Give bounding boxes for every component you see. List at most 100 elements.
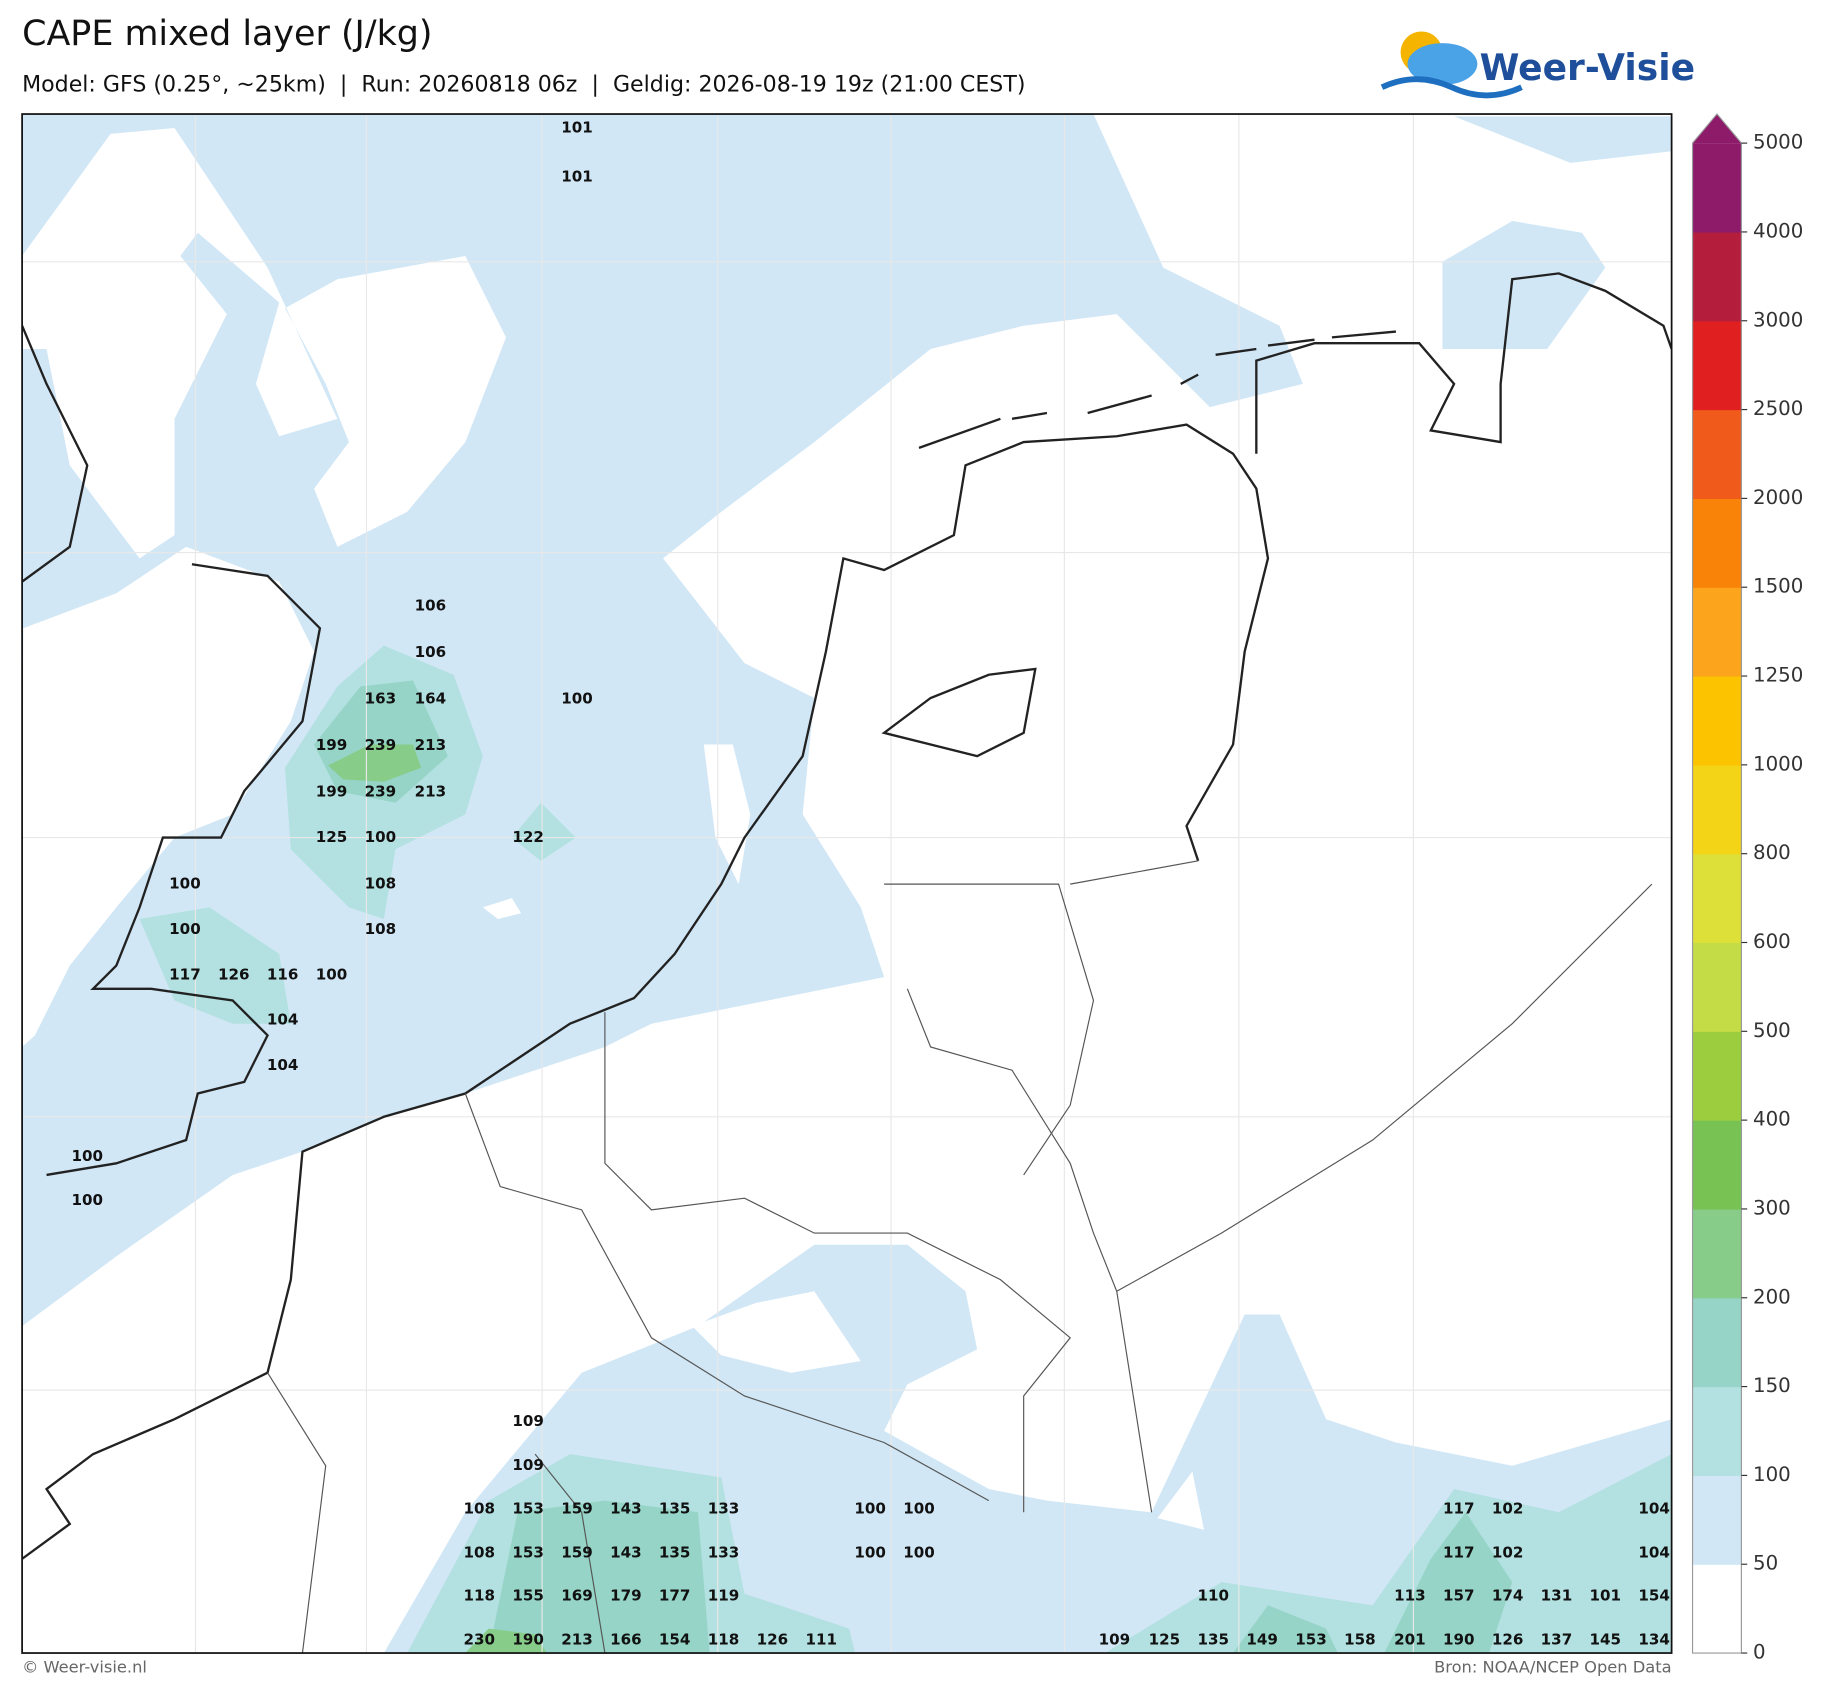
- cape-label: 119: [708, 1587, 740, 1605]
- cape-label: 117: [169, 965, 201, 983]
- cape-label: 104: [1638, 1544, 1670, 1562]
- cape-label: 137: [1541, 1631, 1573, 1649]
- cape-label: 134: [1638, 1631, 1670, 1649]
- colorbar-segment: [1692, 320, 1742, 411]
- colorbar-segment: [1692, 942, 1742, 1032]
- cape-label: 100: [854, 1544, 886, 1562]
- cape-label: 118: [708, 1631, 740, 1649]
- colorbar-segment: [1692, 1564, 1742, 1654]
- cape-label: 155: [512, 1587, 544, 1605]
- cape-label: 108: [365, 875, 397, 893]
- footer-left: © Weer-visie.nl: [22, 1658, 147, 1677]
- colorbar-tick-label: 500: [1753, 1019, 1791, 1042]
- cape-label: 106: [415, 597, 447, 615]
- cape-label: 154: [659, 1631, 691, 1649]
- colorbar-tick-label: 200: [1753, 1285, 1791, 1308]
- cape-label: 164: [415, 690, 447, 708]
- cape-label: 153: [1295, 1631, 1327, 1649]
- cape-label: 166: [610, 1631, 642, 1649]
- cape-label: 117: [1443, 1544, 1475, 1562]
- colorbar-segment: [1692, 676, 1742, 766]
- cape-label: 100: [169, 920, 201, 938]
- cape-label: 106: [415, 643, 447, 661]
- colorbar-segment: [1692, 231, 1742, 322]
- colorbar-segment: [1692, 1031, 1742, 1121]
- cape-label: 109: [512, 1412, 544, 1430]
- borders: [267, 860, 1653, 1654]
- colorbar-segment: [1692, 143, 1742, 233]
- cape-label: 158: [1344, 1631, 1376, 1649]
- colorbar-segment: [1692, 1208, 1742, 1299]
- cape-label: 149: [1246, 1631, 1278, 1649]
- cape-label: 102: [1492, 1544, 1524, 1562]
- cape-label: 174: [1492, 1587, 1524, 1605]
- colorbar-outline: [1691, 113, 1742, 1654]
- cape-label: 100: [365, 828, 397, 846]
- cape-label: 230: [463, 1631, 495, 1649]
- cape-label: 109: [1099, 1631, 1131, 1649]
- colorbar-segment: [1692, 1386, 1742, 1476]
- cape-label: 108: [365, 920, 397, 938]
- cape-label: 133: [708, 1499, 740, 1517]
- cape-label: 190: [1443, 1631, 1475, 1649]
- cape-label: 126: [757, 1631, 789, 1649]
- cape-label: 199: [316, 736, 348, 754]
- colorbar-extend: [1692, 114, 1742, 144]
- cape-label: 104: [1638, 1499, 1670, 1517]
- cape-label: 109: [512, 1456, 544, 1474]
- cape-label: 110: [1198, 1587, 1230, 1605]
- cape-label: 190: [512, 1631, 544, 1649]
- colorbar-tick-label: 100: [1753, 1463, 1791, 1486]
- map: 101 101 106 106 163 164 100 199 239 213 199 239 213 1…: [22, 114, 1672, 1654]
- cape-label: 199: [316, 783, 348, 801]
- cape-label: 159: [561, 1499, 593, 1517]
- colorbar-segment: [1692, 1297, 1742, 1388]
- cape-label: 108: [463, 1499, 495, 1517]
- cape-label: 100: [903, 1499, 935, 1517]
- cape-label: 126: [1492, 1631, 1524, 1649]
- footer-right: Bron: NOAA/NCEP Open Data: [1434, 1658, 1672, 1677]
- cape-label: 239: [365, 736, 397, 754]
- colorbar-tick-label: 0: [1753, 1641, 1766, 1664]
- cape-labels: 101 101 106 106 163 164 100 199 239 213 199 239 213 1…: [71, 119, 1669, 1649]
- cape-label: 153: [512, 1544, 544, 1562]
- logo-text: Weer-Visie: [1480, 47, 1695, 89]
- map-frame: [21, 113, 1673, 1654]
- cape-label: 143: [610, 1499, 642, 1517]
- colorbar-segment: [1692, 1120, 1742, 1210]
- cape-label: 153: [512, 1499, 544, 1517]
- cape-label: 201: [1394, 1631, 1426, 1649]
- cape-label: 101: [1590, 1587, 1622, 1605]
- cape-label: 100: [71, 1191, 103, 1209]
- cape-label: 102: [1492, 1499, 1524, 1517]
- cape-label: 100: [854, 1499, 886, 1517]
- colorbar-tick-label: 300: [1753, 1196, 1791, 1219]
- cape-label: 213: [561, 1631, 593, 1649]
- cape-label: 113: [1394, 1587, 1426, 1605]
- colorbar-tick-label: 3000: [1753, 308, 1803, 331]
- colorbar-segment: [1692, 1475, 1742, 1565]
- colorbar-segment: [1692, 409, 1742, 499]
- cape-label: 239: [365, 783, 397, 801]
- colorbar-tick-label: 400: [1753, 1108, 1791, 1131]
- cape-label: 177: [659, 1587, 691, 1605]
- cape-label: 143: [610, 1544, 642, 1562]
- cape-label: 118: [463, 1587, 495, 1605]
- cape-label: 163: [365, 690, 397, 708]
- cape-label: 122: [512, 828, 544, 846]
- cape-label: 131: [1541, 1587, 1573, 1605]
- colorbar-tick-label: 50: [1753, 1552, 1778, 1575]
- cape-label: 213: [415, 783, 447, 801]
- cape-label: 100: [561, 690, 593, 708]
- cape-label: 108: [463, 1544, 495, 1562]
- cape-label: 145: [1590, 1631, 1622, 1649]
- cape-label: 100: [903, 1544, 935, 1562]
- cape-label: 125: [1149, 1631, 1181, 1649]
- logo: Weer-Visie: [1380, 31, 1695, 99]
- cape-label: 100: [316, 965, 348, 983]
- cape-label: 111: [805, 1631, 837, 1649]
- cape-label: 101: [561, 167, 593, 185]
- cape-label: 179: [610, 1587, 642, 1605]
- title: CAPE mixed layer (J/kg): [22, 14, 432, 54]
- cape-label: 157: [1443, 1587, 1475, 1605]
